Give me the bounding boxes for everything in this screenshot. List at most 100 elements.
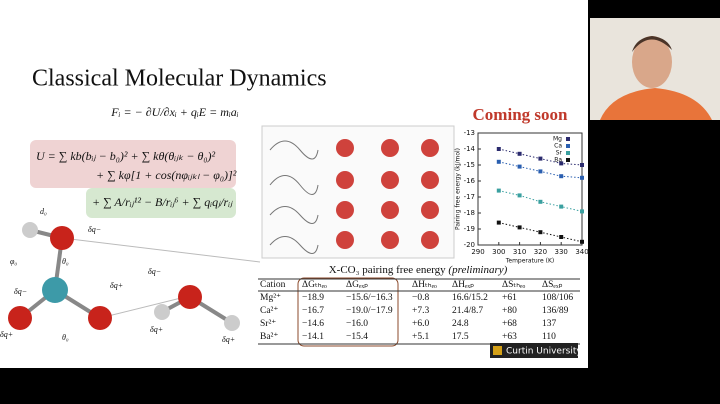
- legend-label: Ca: [554, 143, 562, 150]
- molecules: [8, 222, 261, 331]
- atom-o: [50, 226, 74, 250]
- molecule-label: δq+: [110, 281, 123, 290]
- data-point: [559, 161, 564, 166]
- data-point: [538, 169, 543, 174]
- y-tick-label: -13: [464, 129, 475, 137]
- density-blob: [336, 231, 354, 249]
- y-tick-label: -14: [464, 145, 476, 153]
- connector: [99, 296, 186, 319]
- table-cell: −16.7: [302, 306, 324, 316]
- table-cell: −16.0: [346, 319, 368, 329]
- molecule-label: δq+: [150, 325, 163, 334]
- table-cell: −18.9: [302, 293, 324, 303]
- highlight-box: [297, 277, 399, 347]
- molecule-label: δq−: [148, 267, 161, 276]
- person-face: [632, 36, 672, 88]
- table-cell: −15.4: [346, 332, 368, 342]
- table-header: ΔHₜₕₑₒ: [412, 280, 437, 290]
- person-hair: [632, 36, 672, 52]
- data-point: [559, 204, 564, 209]
- molecule-label: φ₀: [10, 257, 17, 266]
- table-cell: Sr²⁺: [260, 319, 276, 329]
- table-cell: 110: [542, 332, 556, 342]
- table-cell: +61: [502, 293, 517, 303]
- table-cell: +80: [502, 306, 517, 316]
- x-tick-label: 290: [471, 248, 484, 256]
- potential-torsion: + ∑ kφ[1 + cos(nφᵢⱼₖₗ − φ₀)]²: [96, 168, 237, 182]
- density-blob: [381, 201, 399, 219]
- table-cell: +63: [502, 332, 517, 342]
- table-cell: Ba²⁺: [260, 332, 278, 342]
- legend-marker: [566, 144, 570, 148]
- table-cell: −14.1: [302, 332, 324, 342]
- table-header: Cation: [260, 280, 286, 290]
- table-cell: 21.4/8.7: [452, 306, 483, 316]
- table-header: ΔGₑₓₚ: [346, 280, 368, 290]
- table-header: ΔSₑₓₚ: [542, 280, 563, 290]
- density-blob: [421, 139, 439, 157]
- logo: Curtin University: [506, 347, 582, 357]
- x-tick-label: 340: [575, 248, 588, 256]
- data-point: [517, 193, 522, 198]
- molecule-label: δq+: [222, 335, 235, 344]
- table-cell: −0.8: [412, 293, 429, 303]
- y-tick-label: -19: [464, 225, 475, 233]
- nonbonded-box: [86, 188, 236, 218]
- y-tick-label: -15: [464, 161, 475, 169]
- molecule-label: θ₀: [62, 257, 69, 266]
- rdf-curves: [269, 140, 319, 254]
- table-caption: X-CO₃ pairing free energy (preliminary): [329, 264, 508, 276]
- legend-marker: [566, 151, 570, 155]
- data-point: [580, 163, 584, 167]
- data-point: [496, 220, 501, 225]
- data-point: [496, 147, 501, 151]
- legend-label: Sr: [556, 150, 563, 157]
- atom-c: [42, 277, 68, 303]
- y-tick-label: -20: [464, 241, 475, 249]
- webcam: [590, 18, 720, 120]
- caption-note: (preliminary): [448, 264, 507, 276]
- atom-h: [224, 315, 240, 331]
- data-point: [517, 164, 522, 169]
- force-equation: Fᵢ = − ∂U/∂xᵢ + qᵢE = mᵢaᵢ: [110, 105, 238, 119]
- potential-bonded: U = ∑ kb(bᵢⱼ − b₀)² + ∑ kθ(θᵢⱼₖ − θ₀)²: [36, 149, 216, 163]
- table-cell: +7.3: [412, 306, 429, 316]
- y-tick-label: -18: [464, 209, 475, 217]
- table-cell: +68: [502, 319, 517, 329]
- density-blob: [381, 139, 399, 157]
- data-point: [517, 151, 522, 156]
- density-blob: [336, 201, 354, 219]
- density-blob: [421, 231, 439, 249]
- legend-marker: [566, 158, 570, 162]
- logo-bg: [490, 343, 578, 358]
- density-blob: [421, 201, 439, 219]
- simulation-figure: [261, 125, 455, 259]
- table-header: ΔSₜₕₑₒ: [502, 280, 525, 290]
- table-cell: 136/89: [542, 306, 569, 316]
- table-header: ΔGₜₕₑₒ: [302, 280, 327, 290]
- data-point: [580, 239, 584, 244]
- molecule-label: δq+: [0, 330, 13, 339]
- density-blob: [381, 171, 399, 189]
- atom-h: [154, 304, 170, 320]
- data-point: [559, 174, 564, 179]
- coming-soon: Coming soon: [473, 105, 568, 124]
- connector: [61, 237, 261, 263]
- data-point: [538, 156, 543, 161]
- x-tick-label: 330: [555, 248, 568, 256]
- table-cell: Mg²⁺: [260, 293, 281, 303]
- data-point: [580, 209, 584, 214]
- table-cell: 16.6/15.2: [452, 293, 488, 303]
- data-point: [496, 159, 501, 164]
- data-point: [496, 188, 501, 193]
- y-axis-label: Pairing free energy (kJ/mol): [455, 148, 462, 230]
- table-cell: 17.5: [452, 332, 469, 342]
- atom-o: [88, 306, 112, 330]
- x-tick-label: 310: [513, 248, 526, 256]
- table-header: ΔHₑₓₚ: [452, 280, 474, 290]
- molecule-label: δq−: [88, 225, 101, 234]
- table-cell: −14.6: [302, 319, 324, 329]
- table-cell: −15.6/−16.3: [346, 293, 393, 303]
- data-point: [517, 225, 522, 230]
